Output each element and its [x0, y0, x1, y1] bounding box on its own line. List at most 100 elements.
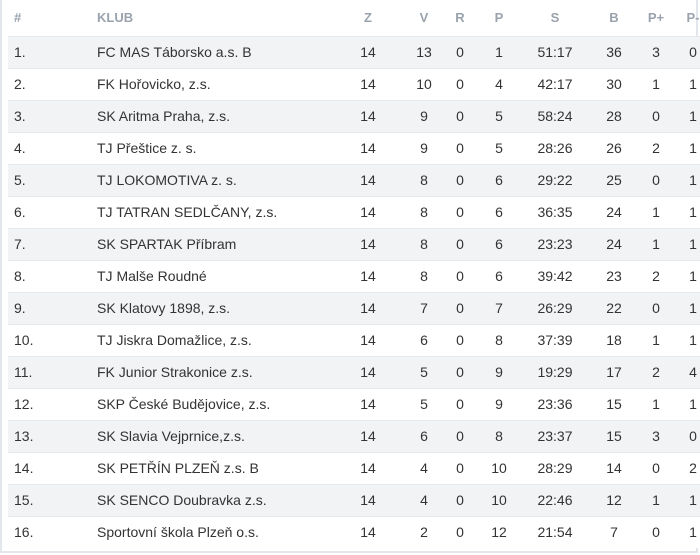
cell-matches: 14 [332, 387, 404, 420]
cell-draws: 0 [444, 355, 476, 388]
cell-points: 18 [588, 323, 640, 356]
table-row: 14. SK PETŘÍN PLZEŇ z.s. B 14 4 0 10 28:29 14 0 2 [8, 451, 700, 484]
cell-draws: 0 [444, 35, 476, 68]
cell-draws: 0 [444, 67, 476, 100]
cell-pplus: 0 [640, 291, 672, 324]
table-row: 11. FK Junior Strakonice z.s. 14 5 0 9 19:29 17… [8, 355, 700, 388]
cell-pplus: 1 [640, 483, 672, 516]
table-row: 4. TJ Přeštice z. s. 14 9 0 5 28:26 26 2 1 [8, 131, 700, 164]
cell-draws: 0 [444, 163, 476, 196]
cell-points: 15 [588, 387, 640, 420]
cell-pplus: 2 [640, 131, 672, 164]
cell-pplus: 1 [640, 195, 672, 228]
cell-points: 12 [588, 483, 640, 516]
cell-pminus: 1 [672, 259, 700, 292]
cell-pplus: 2 [640, 259, 672, 292]
cell-rank: 3. [8, 99, 42, 132]
cell-pminus: 1 [672, 163, 700, 196]
cell-club: SK SPARTAK Příbram [42, 227, 332, 260]
table-row: 15. SK SENCO Doubravka z.s. 14 4 0 10 22:46 12 1… [8, 483, 700, 516]
cell-points: 24 [588, 195, 640, 228]
cell-pminus: 1 [672, 291, 700, 324]
cell-wins: 8 [404, 259, 444, 292]
cell-score: 23:36 [522, 387, 588, 420]
cell-rank: 1. [8, 35, 42, 68]
cell-wins: 5 [404, 355, 444, 388]
cell-pminus: 1 [672, 131, 700, 164]
header-club: KLUB [97, 10, 134, 26]
cell-wins: 8 [404, 163, 444, 196]
cell-draws: 0 [444, 131, 476, 164]
cell-club: TJ Přeštice z. s. [42, 131, 332, 164]
cell-rank: 4. [8, 131, 42, 164]
cell-rank: 12. [8, 387, 42, 420]
cell-wins: 8 [404, 227, 444, 260]
table-row: 3. SK Aritma Praha, z.s. 14 9 0 5 58:24 28 0 1 [8, 99, 700, 132]
cell-wins: 6 [404, 323, 444, 356]
cell-points: 30 [588, 67, 640, 100]
cell-matches: 14 [332, 163, 404, 196]
cell-draws: 0 [444, 387, 476, 420]
cell-pminus: 2 [672, 451, 700, 484]
header-matches: Z [364, 10, 372, 26]
cell-club: FK Junior Strakonice z.s. [42, 355, 332, 388]
header-pplus: P+ [647, 10, 665, 26]
table-row: 6. TJ TATRAN SEDLČANY, z.s. 14 8 0 6 36:35 24 1 1 [8, 195, 700, 228]
header-draws: R [455, 10, 465, 26]
cell-draws: 0 [444, 259, 476, 292]
cell-losses: 10 [476, 483, 522, 516]
cell-score: 22:46 [522, 483, 588, 516]
cell-score: 26:29 [522, 291, 588, 324]
cell-losses: 10 [476, 451, 522, 484]
cell-wins: 4 [404, 483, 444, 516]
cell-rank: 14. [8, 451, 42, 484]
cell-wins: 8 [404, 195, 444, 228]
cell-club: TJ Malše Roudné [42, 259, 332, 292]
cell-draws: 0 [444, 451, 476, 484]
cell-wins: 9 [404, 99, 444, 132]
header-pminus: P- [686, 10, 700, 26]
cell-draws: 0 [444, 195, 476, 228]
table-row: 16. Sportovní škola Plzeň o.s. 14 2 0 12 21:54… [8, 515, 700, 548]
cell-wins: 10 [404, 67, 444, 100]
table-row: 13. SK Slavia Vejprnice,z.s. 14 6 0 8 23:37 15 3… [8, 419, 700, 452]
cell-draws: 0 [444, 515, 476, 548]
cell-draws: 0 [444, 483, 476, 516]
cell-rank: 11. [8, 355, 42, 388]
cell-rank: 8. [8, 259, 42, 292]
cell-matches: 14 [332, 291, 404, 324]
cell-matches: 14 [332, 195, 404, 228]
cell-club: TJ TATRAN SEDLČANY, z.s. [42, 195, 332, 228]
cell-club: SK Klatovy 1898, z.s. [42, 291, 332, 324]
cell-club: SK PETŘÍN PLZEŇ z.s. B [42, 451, 332, 484]
cell-wins: 9 [404, 131, 444, 164]
cell-losses: 9 [476, 355, 522, 388]
cell-points: 25 [588, 163, 640, 196]
table-row: 12. SKP České Budějovice, z.s. 14 5 0 9 23:36 1… [8, 387, 700, 420]
cell-rank: 10. [8, 323, 42, 356]
cell-pminus: 1 [672, 195, 700, 228]
cell-score: 23:37 [522, 419, 588, 452]
cell-pplus: 3 [640, 419, 672, 452]
cell-wins: 5 [404, 387, 444, 420]
cell-club: FC MAS Táborsko a.s. B [42, 35, 332, 68]
cell-club: FK Hořovicko, z.s. [42, 67, 332, 100]
cell-pminus: 1 [672, 515, 700, 548]
table-row: 10. TJ Jiskra Domažlice, z.s. 14 6 0 8 37:39 18… [8, 323, 700, 356]
cell-draws: 0 [444, 419, 476, 452]
table-row: 1. FC MAS Táborsko a.s. B 14 13 0 1 51:17 36 3 0 [8, 35, 700, 68]
cell-draws: 0 [444, 227, 476, 260]
cell-pplus: 2 [640, 355, 672, 388]
header-wins: V [419, 10, 429, 26]
cell-matches: 14 [332, 419, 404, 452]
cell-losses: 12 [476, 515, 522, 548]
cell-points: 28 [588, 99, 640, 132]
cell-draws: 0 [444, 99, 476, 132]
cell-losses: 9 [476, 387, 522, 420]
cell-pplus: 1 [640, 227, 672, 260]
cell-rank: 6. [8, 195, 42, 228]
cell-wins: 13 [404, 35, 444, 68]
cell-score: 21:54 [522, 515, 588, 548]
cell-pplus: 0 [640, 515, 672, 548]
cell-losses: 6 [476, 259, 522, 292]
